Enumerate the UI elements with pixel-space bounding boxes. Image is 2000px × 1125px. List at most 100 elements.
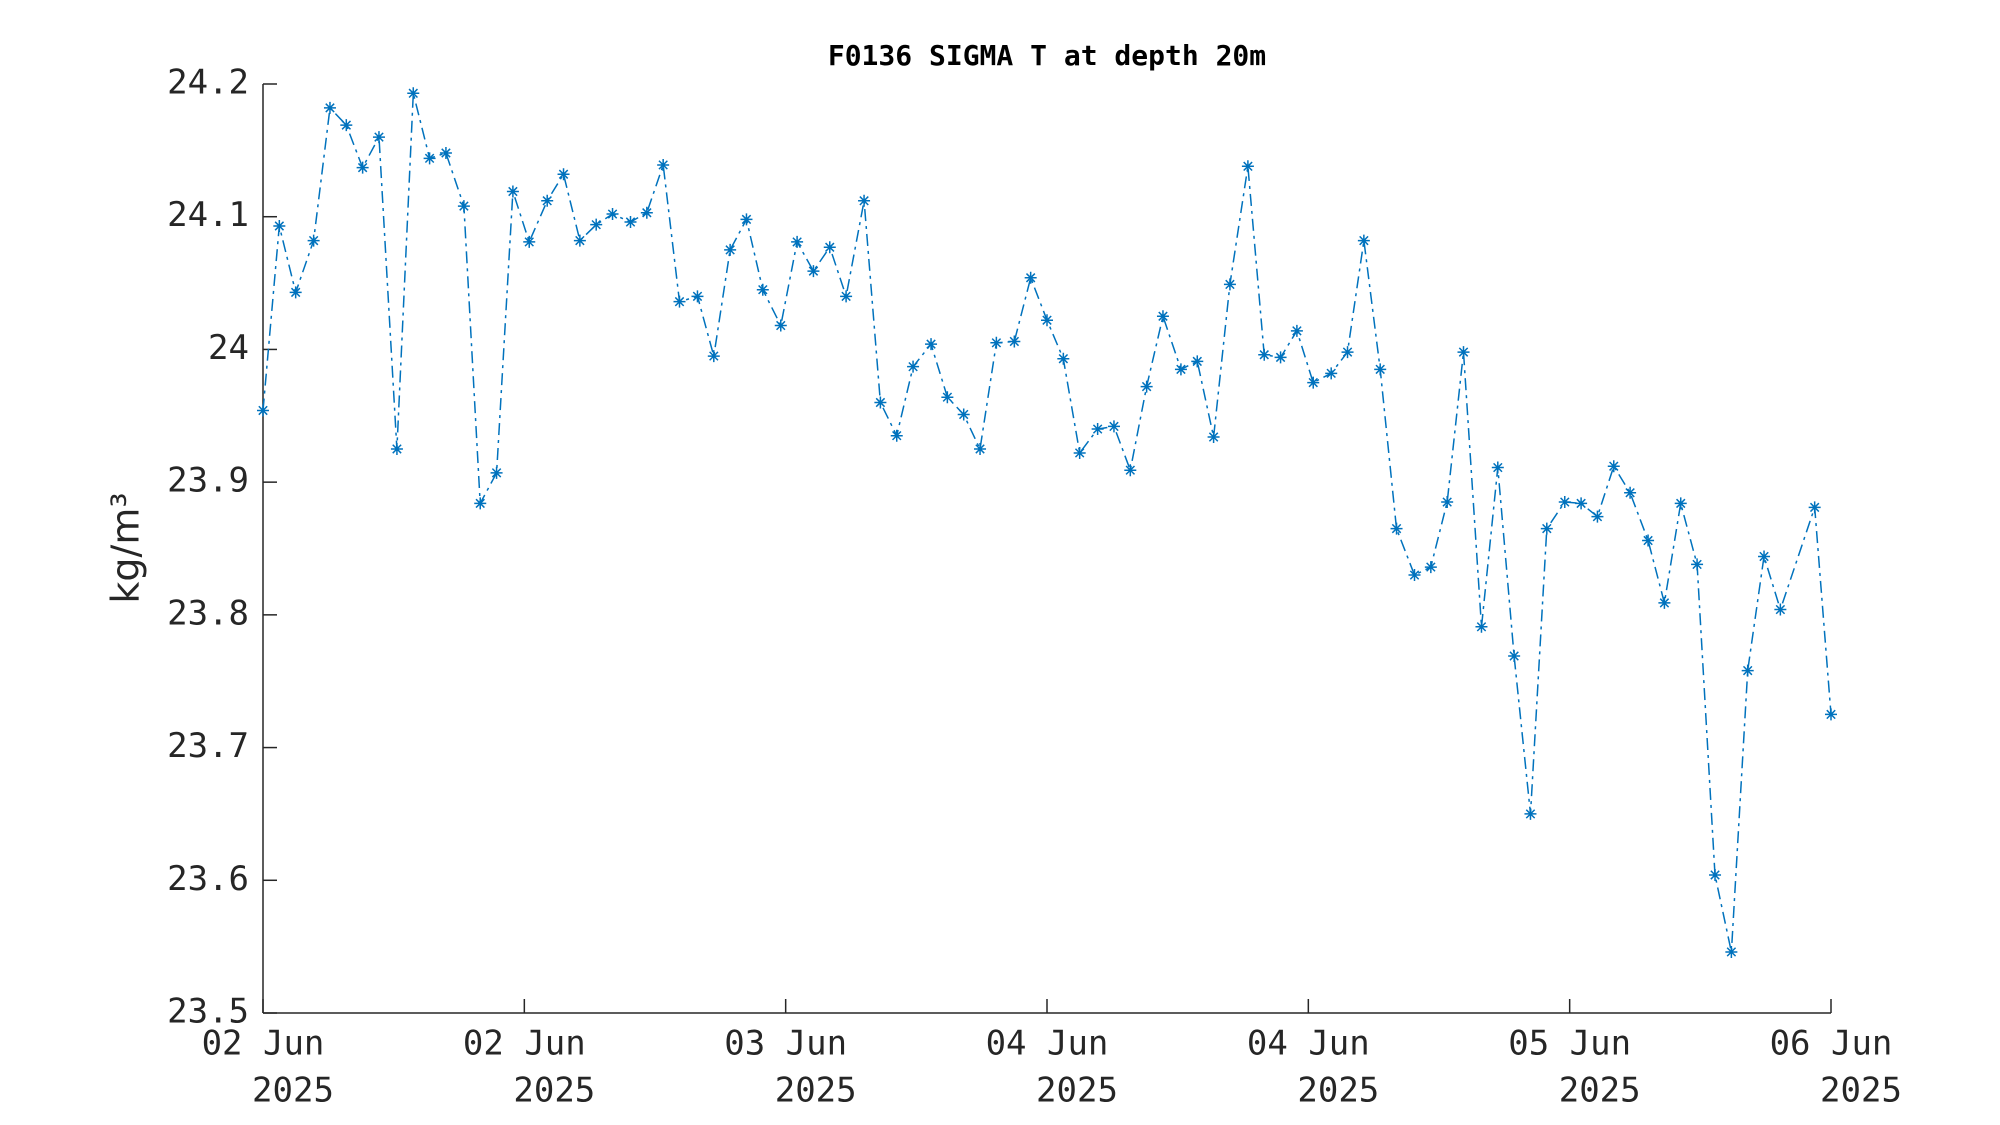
marker (541, 194, 554, 207)
marker (1725, 945, 1738, 958)
marker (1408, 569, 1421, 582)
x-tick-sublabel: 2025 (252, 1071, 334, 1111)
marker (390, 442, 403, 455)
marker (1057, 352, 1070, 365)
chart-title: F0136 SIGMA T at depth 20m (828, 39, 1266, 72)
marker (858, 194, 871, 207)
y-tick-label: 23.9 (167, 461, 249, 501)
marker (1825, 708, 1837, 721)
marker (1274, 351, 1287, 364)
x-tick-label: 04 Jun (986, 1024, 1109, 1064)
marker (273, 220, 286, 233)
marker (1207, 431, 1220, 444)
marker (490, 466, 503, 479)
marker (807, 265, 820, 278)
marker (1307, 376, 1320, 389)
marker (791, 235, 804, 248)
marker (1658, 596, 1671, 609)
marker (1241, 160, 1254, 173)
marker (1508, 649, 1521, 662)
marker (974, 442, 987, 455)
marker (1124, 464, 1137, 477)
y-tick-label: 23.8 (167, 593, 249, 633)
marker (323, 101, 336, 114)
marker (1709, 868, 1722, 881)
marker (640, 206, 653, 219)
x-tick-label: 05 Jun (1508, 1024, 1631, 1064)
marker (340, 119, 353, 132)
marker (1073, 446, 1086, 459)
marker (1758, 550, 1771, 563)
marker (1091, 423, 1104, 436)
marker (1140, 380, 1153, 393)
x-tick-label: 06 Jun (1770, 1024, 1893, 1064)
marker (1290, 324, 1303, 337)
y-tick-label: 23.5 (167, 992, 249, 1032)
marker (439, 147, 452, 160)
marker (925, 338, 938, 351)
x-tick-sublabel: 2025 (513, 1071, 595, 1111)
marker (691, 290, 704, 303)
marker (1357, 234, 1370, 247)
marker (423, 152, 436, 165)
marker (1374, 363, 1387, 376)
x-tick-label: 02 Jun (202, 1024, 325, 1064)
marker (1524, 807, 1537, 820)
marker (506, 185, 519, 198)
marker (1591, 510, 1604, 523)
marker (372, 131, 385, 144)
x-tick-sublabel: 2025 (1820, 1071, 1902, 1111)
marker (1223, 278, 1236, 291)
marker (1191, 355, 1204, 368)
marker (1390, 522, 1403, 535)
marker (1441, 496, 1454, 509)
marker (1174, 363, 1187, 376)
marker (1325, 367, 1338, 380)
marker (1607, 460, 1620, 473)
marker (1107, 420, 1120, 433)
y-tick-label: 23.7 (167, 726, 249, 766)
marker (1624, 486, 1637, 499)
marker (407, 87, 420, 100)
x-tick-label: 03 Jun (724, 1024, 847, 1064)
marker (1741, 664, 1754, 677)
marker (1457, 346, 1470, 359)
marker (657, 158, 670, 171)
marker (740, 213, 753, 226)
marker (941, 391, 954, 404)
marker (990, 336, 1003, 349)
data-line (262, 93, 1832, 953)
marker (573, 234, 586, 247)
marker (1008, 335, 1021, 348)
marker (673, 295, 686, 308)
marker (823, 241, 836, 254)
marker (1674, 497, 1687, 510)
marker (1156, 310, 1169, 323)
marker (1024, 271, 1037, 284)
marker (957, 408, 970, 421)
y-tick-label: 23.6 (167, 859, 249, 899)
marker (356, 161, 369, 174)
y-tick-label: 24 (208, 328, 249, 368)
marker (1341, 346, 1354, 359)
marker (1774, 603, 1787, 616)
marker (1808, 501, 1821, 514)
marker (590, 218, 603, 231)
marker (840, 290, 853, 303)
x-tick-sublabel: 2025 (1297, 1071, 1379, 1111)
marker (707, 350, 720, 363)
marker (874, 396, 887, 409)
y-tick-label: 24.1 (167, 195, 249, 235)
marker (257, 404, 269, 417)
marker (1491, 461, 1504, 474)
marker (890, 429, 903, 442)
marker (907, 360, 920, 373)
y-axis-label: kg/m³ (104, 492, 148, 603)
marker (756, 283, 769, 296)
marker (724, 243, 737, 256)
marker (1540, 522, 1553, 535)
x-tick-label: 02 Jun (463, 1024, 586, 1064)
marker (606, 208, 619, 221)
marker (1558, 496, 1571, 509)
